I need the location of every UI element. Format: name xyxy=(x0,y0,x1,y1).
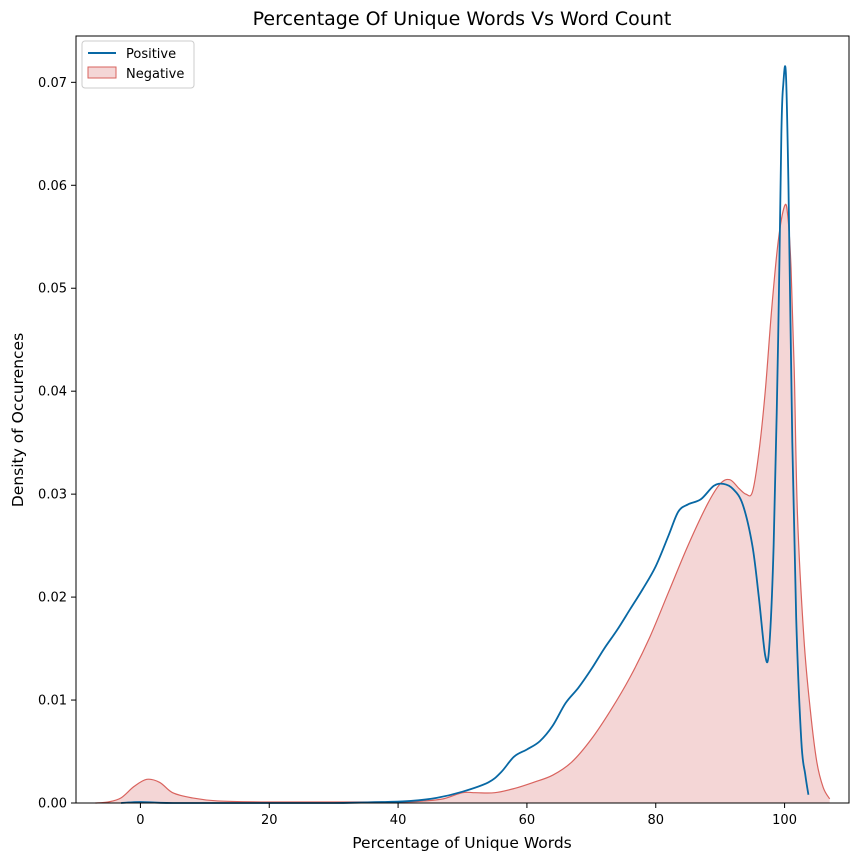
y-tick-label: 0.06 xyxy=(38,179,67,194)
x-tick-label: 40 xyxy=(390,813,407,828)
y-tick-label: 0.04 xyxy=(38,385,67,400)
negative-density-line xyxy=(95,203,831,804)
x-axis-label: Percentage of Unique Words xyxy=(352,834,572,852)
x-tick-label: 60 xyxy=(519,813,536,828)
chart-title: Percentage Of Unique Words Vs Word Count xyxy=(253,8,672,30)
y-axis-label: Density of Occurences xyxy=(9,333,27,507)
legend: Positive Negative xyxy=(81,40,195,89)
legend-label-positive: Positive xyxy=(126,47,176,62)
plot-frame xyxy=(75,35,850,804)
positive-density-line xyxy=(121,65,810,804)
y-tick-label: 0.05 xyxy=(38,282,67,297)
y-tick-label: 0.02 xyxy=(38,591,67,606)
y-tick-label: 0.07 xyxy=(38,76,67,91)
x-tick-label: 100 xyxy=(772,813,797,828)
y-tick-label: 0.03 xyxy=(38,488,67,503)
negative-density-fill xyxy=(95,204,830,804)
axis-ticks: 0 20 40 60 80 100 0.00 0.01 0.02 0.03 0.04 0.05 0.06… xyxy=(38,76,797,828)
legend-swatch-negative xyxy=(87,66,117,79)
y-tick-label: 0.00 xyxy=(38,797,67,812)
x-tick-label: 0 xyxy=(136,813,144,828)
plot-area xyxy=(95,65,831,804)
x-tick-label: 80 xyxy=(647,813,664,828)
x-tick-label: 20 xyxy=(261,813,278,828)
legend-label-negative: Negative xyxy=(126,67,184,82)
y-tick-label: 0.01 xyxy=(38,694,67,709)
